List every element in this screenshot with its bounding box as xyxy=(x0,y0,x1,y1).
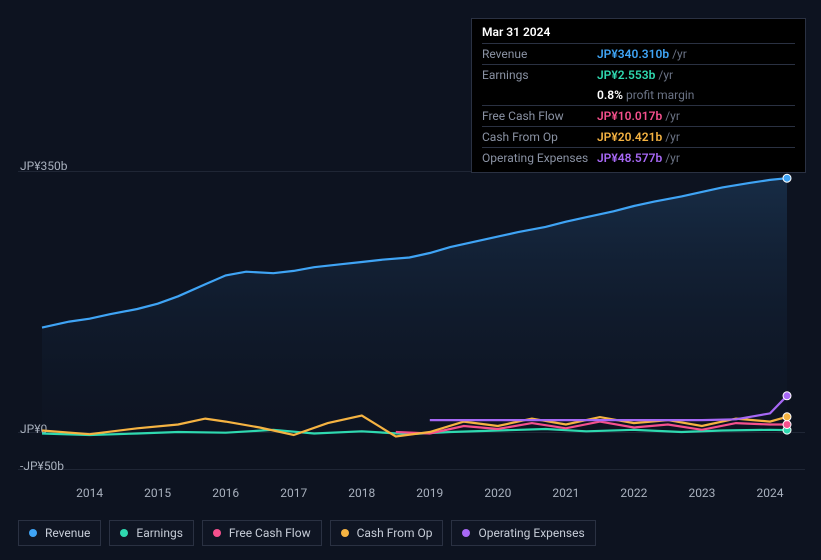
x-tick-label: 2019 xyxy=(416,486,443,500)
tooltip-row-value: JP¥2.553b xyxy=(597,67,655,83)
tooltip-row-unit: /yr xyxy=(665,150,680,166)
y-tick-label: -JP¥50b xyxy=(20,459,64,473)
tooltip-row: RevenueJP¥340.310b /yr xyxy=(482,43,795,64)
legend-item-cash-from-op[interactable]: Cash From Op xyxy=(330,520,444,546)
gridline-0 xyxy=(18,432,805,433)
tooltip-date: Mar 31 2024 xyxy=(482,25,795,43)
tooltip-row-unit: /yr xyxy=(672,46,687,62)
tooltip-row-value: JP¥10.017b xyxy=(597,108,662,124)
tooltip-row: Cash From OpJP¥20.421b /yr xyxy=(482,126,795,147)
legend-dot-icon xyxy=(341,529,349,537)
chart-legend: Revenue Earnings Free Cash Flow Cash From O… xyxy=(18,520,596,546)
legend-item-operating-expenses[interactable]: Operating Expenses xyxy=(451,520,595,546)
legend-label: Cash From Op xyxy=(357,526,433,540)
x-tick-label: 2018 xyxy=(348,486,375,500)
tooltip-row: Free Cash FlowJP¥10.017b /yr xyxy=(482,105,795,126)
revenue-area xyxy=(42,178,787,432)
tooltip-row-unit: profit margin xyxy=(626,87,694,103)
tooltip-row-label: Cash From Op xyxy=(482,129,597,145)
legend-dot-icon xyxy=(462,529,470,537)
legend-item-revenue[interactable]: Revenue xyxy=(18,520,101,546)
legend-label: Operating Expenses xyxy=(478,526,584,540)
legend-dot-icon xyxy=(120,529,128,537)
tooltip-row-value: JP¥340.310b xyxy=(597,46,669,62)
series-cfo xyxy=(42,416,787,437)
y-tick-label: JP¥350b xyxy=(20,159,67,173)
y-tick-label: JP¥0 xyxy=(20,422,47,436)
x-tick-label: 2024 xyxy=(756,486,783,500)
tooltip-row: Operating ExpensesJP¥48.577b /yr xyxy=(482,147,795,168)
series-revenue xyxy=(42,178,787,327)
tooltip-row-label: Free Cash Flow xyxy=(482,108,597,124)
x-tick-label: 2020 xyxy=(484,486,511,500)
x-tick-label: 2021 xyxy=(552,486,579,500)
tooltip-row-label: Revenue xyxy=(482,46,597,62)
gridline-neg50 xyxy=(18,469,805,470)
marker-fcf xyxy=(783,421,791,429)
x-tick-label: 2022 xyxy=(620,486,647,500)
legend-label: Revenue xyxy=(45,526,90,540)
tooltip-row-value: JP¥20.421b xyxy=(597,129,662,145)
tooltip-row-value: JP¥48.577b xyxy=(597,150,662,166)
x-tick-label: 2017 xyxy=(280,486,307,500)
marker-revenue xyxy=(783,174,791,182)
marker-opex xyxy=(783,392,791,400)
legend-dot-icon xyxy=(29,529,37,537)
legend-item-earnings[interactable]: Earnings xyxy=(109,520,194,546)
x-tick-label: 2014 xyxy=(76,486,103,500)
tooltip-row-value: 0.8% xyxy=(597,87,623,103)
tooltip-row-label: Earnings xyxy=(482,67,597,83)
tooltip-row-unit: /yr xyxy=(658,67,673,83)
financials-chart: JP¥350b JP¥0 -JP¥50b 2014 2015 2016 2017 201… xyxy=(0,0,821,560)
tooltip-row-label: Operating Expenses xyxy=(482,150,597,166)
chart-tooltip: Mar 31 2024 RevenueJP¥340.310b /yrEarnin… xyxy=(471,18,806,173)
x-tick-label: 2023 xyxy=(688,486,715,500)
marker-cfo xyxy=(783,413,791,421)
x-tick-label: 2016 xyxy=(212,486,239,500)
series-opex xyxy=(430,396,787,420)
tooltip-row-unit: /yr xyxy=(665,108,680,124)
x-tick-label: 2015 xyxy=(144,486,171,500)
tooltip-row-unit: /yr xyxy=(665,129,680,145)
tooltip-row: 0.8% profit margin xyxy=(482,85,795,105)
tooltip-row: EarningsJP¥2.553b /yr xyxy=(482,64,795,85)
legend-label: Earnings xyxy=(136,526,183,540)
legend-item-free-cash-flow[interactable]: Free Cash Flow xyxy=(202,520,322,546)
legend-label: Free Cash Flow xyxy=(229,526,311,540)
legend-dot-icon xyxy=(213,529,221,537)
tooltip-row-label xyxy=(482,87,597,103)
